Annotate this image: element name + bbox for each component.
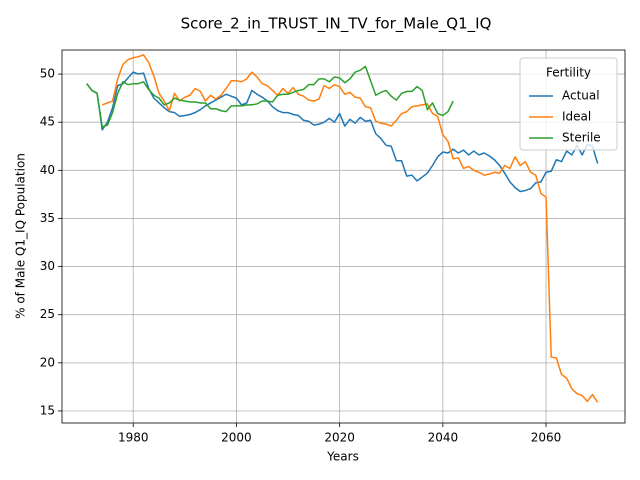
data-line bbox=[101, 54, 599, 403]
x-tick-label: 2060 bbox=[531, 431, 562, 445]
plot-frame bbox=[61, 49, 626, 424]
y-tick-label: 30 bbox=[40, 259, 55, 273]
x-axis-label: Years bbox=[326, 450, 359, 464]
legend-label: Actual bbox=[562, 89, 600, 103]
y-tick-label: 15 bbox=[40, 403, 55, 417]
x-tick-label: 2020 bbox=[324, 431, 355, 445]
data-line bbox=[86, 71, 599, 193]
x-tick-label: 2000 bbox=[221, 431, 252, 445]
legend-label: Sterile bbox=[562, 131, 601, 145]
legend-box bbox=[519, 57, 618, 151]
y-tick-label: 50 bbox=[40, 67, 55, 81]
data-line bbox=[86, 65, 454, 128]
y-tick-label: 25 bbox=[40, 307, 55, 321]
y-tick-label: 40 bbox=[40, 163, 55, 177]
y-tick-label: 45 bbox=[40, 115, 55, 129]
y-tick-label: 35 bbox=[40, 211, 55, 225]
x-tick-label: 2040 bbox=[428, 431, 459, 445]
legend-title: Fertility bbox=[546, 66, 591, 80]
legend-label: Ideal bbox=[562, 110, 591, 124]
y-tick-label: 20 bbox=[40, 355, 55, 369]
y-axis-label: % of Male Q1_IQ Population bbox=[14, 153, 28, 319]
chart-title: Score_2_in_TRUST_IN_TV_for_Male_Q1_IQ bbox=[181, 15, 492, 34]
x-tick-label: 1980 bbox=[118, 431, 149, 445]
